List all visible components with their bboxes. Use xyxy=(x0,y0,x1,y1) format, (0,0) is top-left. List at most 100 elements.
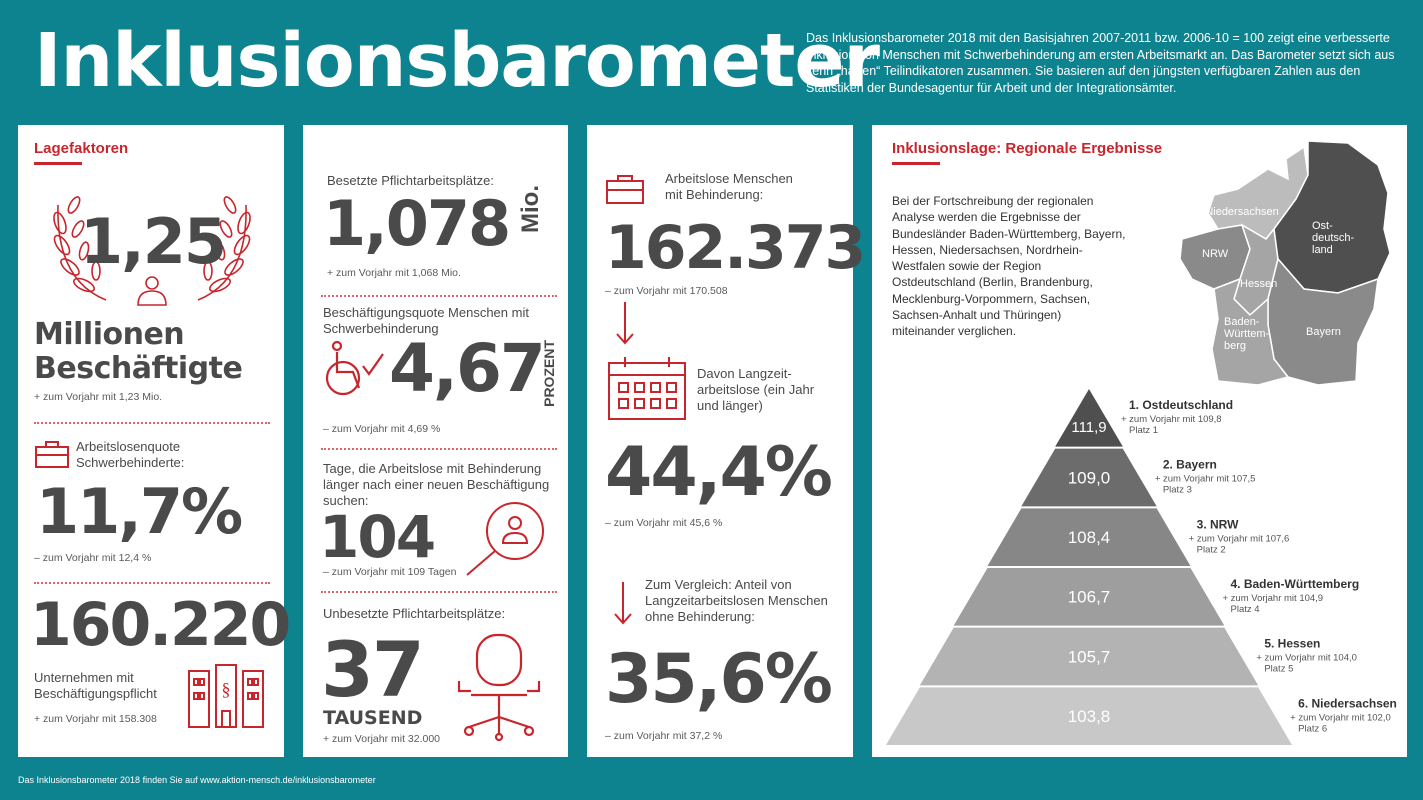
pyramid-value: 106,7 xyxy=(1068,588,1111,607)
panel-lagefaktoren: Lagefaktoren 1,25 Millionen Beschäf xyxy=(18,125,291,757)
companies-label: Unternehmen mit Beschäftigungspflicht xyxy=(34,670,157,701)
pyramid-region-prev: + zum Vorjahr mit 104,0 xyxy=(1256,653,1357,664)
page-title: Inklusionsbarometer xyxy=(34,18,880,104)
pyramid-region-name: 6. Niedersachsen xyxy=(1298,696,1397,710)
pyramid-band xyxy=(919,627,1259,686)
pyramid-value: 105,7 xyxy=(1068,647,1111,666)
pyramid-region-place: Platz 1 xyxy=(1129,425,1158,436)
unemployed-label: Arbeitslose Menschen mit Behinderung: xyxy=(665,171,793,202)
pyramid-band xyxy=(1021,448,1157,507)
intro-text: Das Inklusionsbarometer 2018 mit den Bas… xyxy=(806,31,1395,95)
pyramid-region-prev: + zum Vorjahr mit 107,5 xyxy=(1155,474,1256,485)
map-label-nrw: NRW xyxy=(1202,248,1229,260)
companies-prev: + zum Vorjahr mit 158.308 xyxy=(34,713,157,725)
pyramid-region-prev: + zum Vorjahr mit 104,9 xyxy=(1223,593,1324,604)
occupied-unit: Mio. xyxy=(517,185,544,233)
section-title: Inklusionslage: Regionale Ergebnisse xyxy=(892,140,1163,157)
svg-text:§: § xyxy=(222,679,231,699)
office-chair-icon xyxy=(457,633,541,741)
panel-regionale-ergebnisse: Inklusionslage: Regionale Ergebnisse Bei… xyxy=(872,125,1407,757)
pyramid-value: 103,8 xyxy=(1068,707,1111,726)
compare-label: Zum Vergleich: Anteil von Langzeitarbeit… xyxy=(645,577,828,624)
companies-value: 160.220 xyxy=(30,590,291,660)
vacant-unit: TAUSEND xyxy=(323,707,423,729)
arrow-down-icon xyxy=(614,582,632,625)
footer-note: Das Inklusionsbarometer 2018 finden Sie … xyxy=(18,775,376,785)
divider xyxy=(321,591,557,593)
rate-label: Arbeitslosenquote Schwerbehinderte: xyxy=(76,439,185,470)
divider xyxy=(321,295,557,297)
search-person-icon xyxy=(466,502,544,576)
pyramid-region-prev: + zum Vorjahr mit 107,6 xyxy=(1189,533,1290,544)
map-label-ost: Ost-deutsch-land xyxy=(1312,220,1355,256)
employed-label-2: Beschäftigte xyxy=(34,351,243,386)
vacant-value: 37 xyxy=(321,625,425,714)
map-label-bayern: Bayern xyxy=(1306,326,1341,338)
map-label-bw: Baden-Württem-berg xyxy=(1224,316,1270,352)
panel-arbeitslose: Arbeitslose Menschen mit Behinderung: 16… xyxy=(587,125,866,757)
ranking-pyramid: 111,9 1. Ostdeutschland + zum Vorjahr mit … xyxy=(886,389,1397,745)
pyramid-region-place: Platz 2 xyxy=(1197,544,1226,555)
pyramid-band xyxy=(886,687,1292,745)
pyramid-band xyxy=(1055,389,1123,447)
vacant-label: Unbesetzte Pflichtarbeitsplätze: xyxy=(323,606,506,621)
briefcase-icon xyxy=(606,175,644,204)
quota-value: 4,67 xyxy=(389,330,546,407)
pyramid-region-name: 5. Hessen xyxy=(1264,637,1320,651)
office-building-icon: § xyxy=(188,664,264,728)
rate-prev: – zum Vorjahr mit 12,4 % xyxy=(34,552,152,564)
pyramid-region-prev: + zum Vorjahr mit 102,0 xyxy=(1290,712,1391,723)
longterm-value: 44,4% xyxy=(605,433,833,512)
quota-label: Beschäftigungsquote Menschen mit Schwerb… xyxy=(323,305,529,336)
occupied-prev: + zum Vorjahr mit 1,068 Mio. xyxy=(327,267,461,279)
longterm-label: Davon Langzeit-arbeitslose (ein Jahr und… xyxy=(697,366,815,413)
germany-map: Niedersachsen NRW Hessen Ost-deutsch-lan… xyxy=(1179,140,1391,386)
pyramid-value: 111,9 xyxy=(1071,419,1106,436)
compare-value: 35,6% xyxy=(605,640,833,719)
compare-prev: – zum Vorjahr mit 37,2 % xyxy=(605,730,723,742)
briefcase-icon xyxy=(35,441,69,468)
region-description: Bei der Fortschreibung der regionalen An… xyxy=(892,194,1126,339)
pyramid-region-place: Platz 4 xyxy=(1231,604,1260,615)
unemployed-value: 162.373 xyxy=(605,213,866,283)
title-underline xyxy=(892,162,940,165)
region-baden-wuerttemberg xyxy=(1211,277,1290,386)
vacant-prev: + zum Vorjahr mit 32.000 xyxy=(323,733,441,745)
unemployed-prev: – zum Vorjahr mit 170.508 xyxy=(605,285,728,297)
pyramid-region-name: 2. Bayern xyxy=(1163,458,1217,472)
longterm-prev: – zum Vorjahr mit 45,6 % xyxy=(605,517,723,529)
pyramid-region-name: 1. Ostdeutschland xyxy=(1129,398,1233,412)
laurel-wreath-icon xyxy=(53,196,251,306)
map-label-niedersachsen: Niedersachsen xyxy=(1205,206,1278,218)
days-value: 104 xyxy=(319,503,436,571)
rate-value: 11,7% xyxy=(36,475,243,548)
pyramid-value: 108,4 xyxy=(1068,528,1111,547)
pyramid-region-name: 3. NRW xyxy=(1197,517,1239,531)
pyramid-band xyxy=(953,568,1225,626)
divider xyxy=(34,422,270,424)
occupied-label: Besetzte Pflichtarbeitsplätze: xyxy=(327,173,494,188)
pyramid-region-place: Platz 6 xyxy=(1298,723,1327,734)
employed-prev: + zum Vorjahr mit 1,23 Mio. xyxy=(34,391,163,403)
employed-value: 1,25 xyxy=(80,205,227,278)
pyramid-region-place: Platz 5 xyxy=(1264,664,1293,675)
days-prev: – zum Vorjahr mit 109 Tagen xyxy=(323,566,457,578)
pyramid-region-place: Platz 3 xyxy=(1163,485,1192,496)
divider xyxy=(34,582,270,584)
title-underline xyxy=(34,162,82,165)
pyramid-region-prev: + zum Vorjahr mit 109,8 xyxy=(1121,414,1222,425)
pyramid-band xyxy=(987,508,1191,566)
quota-prev: – zum Vorjahr mit 4,69 % xyxy=(323,423,441,435)
map-label-hessen: Hessen xyxy=(1240,278,1277,290)
employed-label-1: Millionen xyxy=(34,317,185,352)
arrow-down-icon xyxy=(616,302,634,345)
days-label: Tage, die Arbeitslose mit Behinderung lä… xyxy=(323,461,550,508)
pyramid-region-name: 4. Baden-Württemberg xyxy=(1231,577,1360,591)
section-title: Lagefaktoren xyxy=(34,140,129,157)
quota-unit: PROZENT xyxy=(541,340,557,407)
panel-pflichtarbeitsplaetze: Besetzte Pflichtarbeitsplätze: 1,078 Mio… xyxy=(303,125,568,757)
calendar-icon xyxy=(608,357,686,420)
pyramid-value: 109,0 xyxy=(1068,468,1111,487)
divider xyxy=(321,448,557,450)
occupied-value: 1,078 xyxy=(323,187,511,260)
